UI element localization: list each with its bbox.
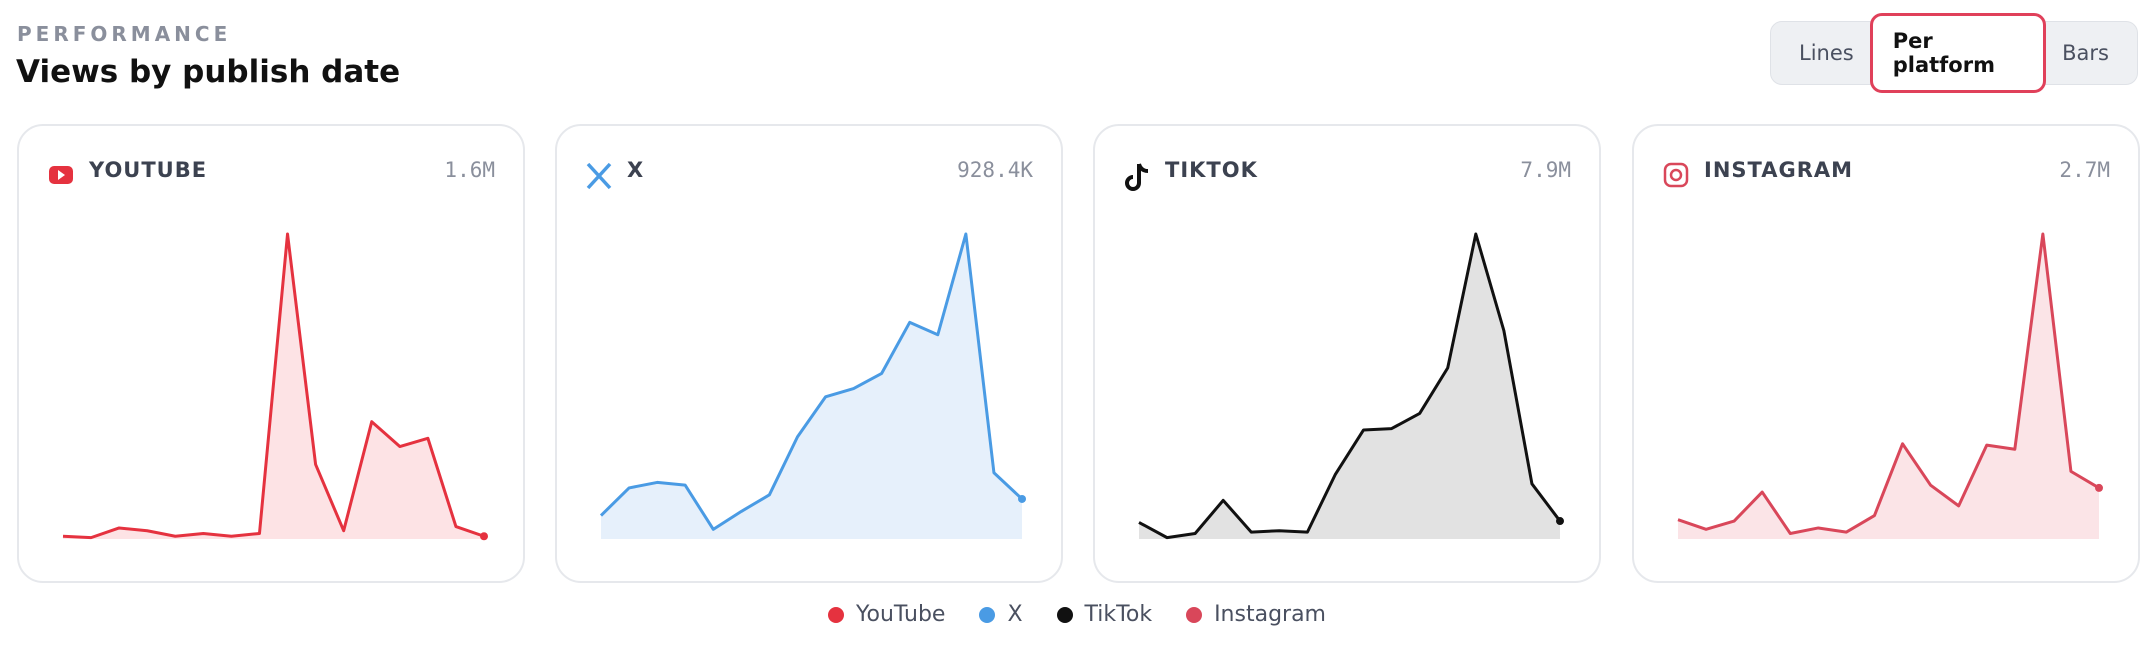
line	[62, 232, 485, 540]
card-title: INSTAGRAM	[1704, 158, 1854, 182]
toggle-option[interactable]: Lines	[1799, 41, 1854, 65]
legend-swatch	[979, 606, 996, 623]
page-title: Views by publish date	[16, 54, 401, 90]
icon	[1663, 162, 1689, 188]
end-dot	[1556, 517, 1564, 526]
legend-item: TikTok	[1056, 602, 1153, 627]
eyebrow: PERFORMANCE	[17, 22, 232, 46]
line	[1677, 232, 2100, 535]
sparkline	[586, 162, 1026, 539]
icon	[1125, 163, 1149, 191]
legend-label: TikTok	[1084, 602, 1153, 627]
icon	[1669, 168, 1683, 182]
toggle-option[interactable]: Per platform	[1869, 13, 2047, 93]
view-toggle: Lines Per platform Bars	[1770, 13, 2138, 93]
toggle-option[interactable]: Bars	[2062, 41, 2109, 65]
sparkline	[1663, 162, 2103, 539]
icon	[586, 162, 612, 190]
card-total: 928.4K	[957, 158, 1033, 182]
legend: YouTube X TikTok Instagram	[0, 602, 2154, 627]
legend-item: X	[979, 602, 1023, 627]
platform-card: YOUTUBE 1.6M	[17, 124, 525, 583]
card-title: TIKTOK	[1165, 158, 1258, 182]
card-title: YOUTUBE	[89, 158, 208, 182]
icon	[58, 170, 65, 180]
sparkline	[49, 166, 488, 541]
legend-label: YouTube	[856, 602, 946, 627]
card-total: 7.9M	[1520, 158, 1571, 182]
legend-label: Instagram	[1214, 602, 1326, 627]
legend-swatch	[1056, 606, 1073, 623]
legend-swatch	[1186, 606, 1203, 623]
legend-swatch	[828, 606, 844, 623]
line	[1138, 232, 1562, 540]
area	[1678, 234, 2099, 539]
end-dot	[1018, 494, 1026, 503]
card-total: 1.6M	[444, 158, 495, 182]
line	[599, 232, 1024, 531]
end-dot	[2095, 483, 2103, 492]
area	[1139, 234, 1560, 539]
platform-card: TIKTOK 7.9M	[1093, 124, 1601, 583]
legend-item: Instagram	[1186, 602, 1326, 627]
legend-item: YouTube	[828, 602, 945, 627]
sparkline	[1125, 163, 1564, 540]
platform-card: INSTAGRAM 2.7M	[1632, 124, 2140, 583]
card-title: X	[627, 158, 645, 182]
card-total: 2.7M	[2059, 158, 2110, 182]
platform-card: X 928.4K	[555, 124, 1063, 583]
legend-label: X	[1007, 602, 1023, 627]
end-dot	[480, 532, 488, 541]
area	[601, 234, 1022, 539]
